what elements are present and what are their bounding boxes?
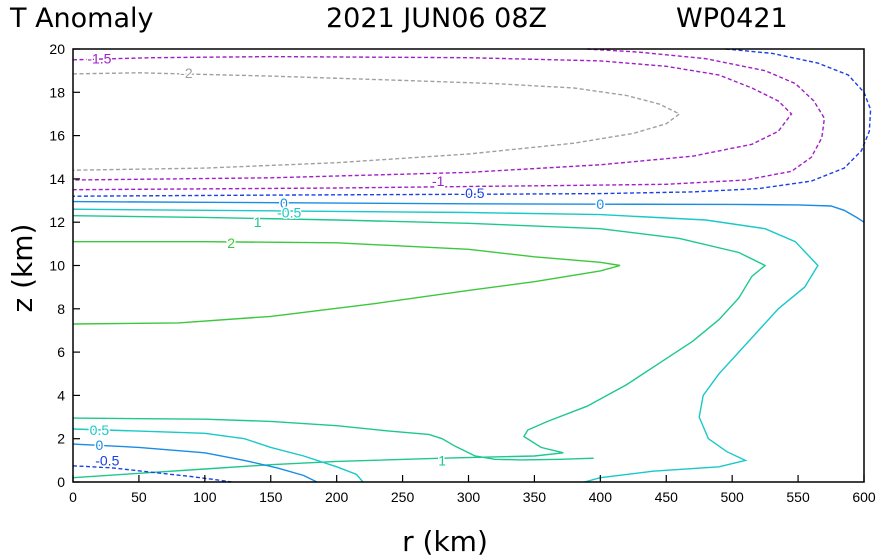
chart-title: T Anomaly <box>9 3 154 34</box>
x-tick-label: 100 <box>193 489 217 505</box>
y-axis: 0 2 4 6 8 10 12 14 16 18 20 <box>49 41 80 490</box>
contour-label: -0.5 <box>277 205 301 221</box>
x-tick-label: 450 <box>655 489 679 505</box>
y-axis-title: z (km) <box>6 224 39 313</box>
y-tick-label: 8 <box>57 301 65 317</box>
contour-label: 0 <box>596 196 604 212</box>
contour-neg2-0 <box>72 72 681 171</box>
contour-0p5-9 <box>72 428 364 483</box>
y-tick-label: 16 <box>49 128 65 144</box>
plot-frame <box>72 48 865 483</box>
contour-label: 1 <box>438 452 446 468</box>
x-tick-label: 350 <box>523 489 547 505</box>
x-tick-label: 400 <box>589 489 613 505</box>
y-tick-label: 2 <box>57 431 65 447</box>
y-tick-label: 6 <box>57 344 65 360</box>
x-axis: 0 50 100 150 200 250 300 350 400 450 500 550 600 <box>69 475 876 505</box>
contour-neg0p5-11 <box>72 465 232 483</box>
contour-lines <box>72 48 872 483</box>
contour-1-6 <box>72 215 767 479</box>
y-tick-label: 14 <box>49 171 65 187</box>
x-tick-label: 300 <box>457 489 481 505</box>
y-tick-label: 12 <box>49 214 65 230</box>
contour-label: 0.5 <box>90 422 110 438</box>
contour-label: -1.5 <box>87 51 111 67</box>
contour-1-8 <box>72 417 594 461</box>
contour-0p5-5 <box>72 208 819 483</box>
y-tick-label: 10 <box>49 258 65 274</box>
chart-date: 2021 JUN06 08Z <box>326 3 547 34</box>
contour-label: -2 <box>180 65 193 81</box>
y-tick-label: 4 <box>57 387 65 403</box>
contour-label: 0 <box>96 437 104 453</box>
x-tick-label: 200 <box>325 489 349 505</box>
contour-label: 1 <box>254 214 262 230</box>
y-tick-label: 18 <box>49 84 65 100</box>
contour-label: -0.5 <box>460 185 484 201</box>
contour-0-4 <box>72 200 865 223</box>
storm-id: WP0421 <box>676 3 788 34</box>
contour-neg1-2 <box>72 48 826 191</box>
x-tick-label: 150 <box>259 489 283 505</box>
x-tick-label: 550 <box>786 489 810 505</box>
x-tick-label: 250 <box>391 489 415 505</box>
contour-label: -1 <box>432 173 445 189</box>
contour-2-7 <box>72 241 621 325</box>
x-tick-label: 500 <box>720 489 744 505</box>
x-tick-label: 50 <box>131 489 147 505</box>
x-tick-label: 600 <box>852 489 876 505</box>
contour-label: 0 <box>280 195 288 211</box>
contour-label: -0.5 <box>95 452 119 468</box>
y-tick-label: 0 <box>57 474 65 490</box>
contour-0-10 <box>72 443 318 483</box>
x-axis-title: r (km) <box>402 525 488 558</box>
contour-neg1p5-1 <box>72 55 793 181</box>
contour-neg0p5-3 <box>72 48 872 197</box>
contour-label: 2 <box>227 235 235 251</box>
x-tick-label: 0 <box>69 489 77 505</box>
y-tick-label: 20 <box>49 41 65 57</box>
